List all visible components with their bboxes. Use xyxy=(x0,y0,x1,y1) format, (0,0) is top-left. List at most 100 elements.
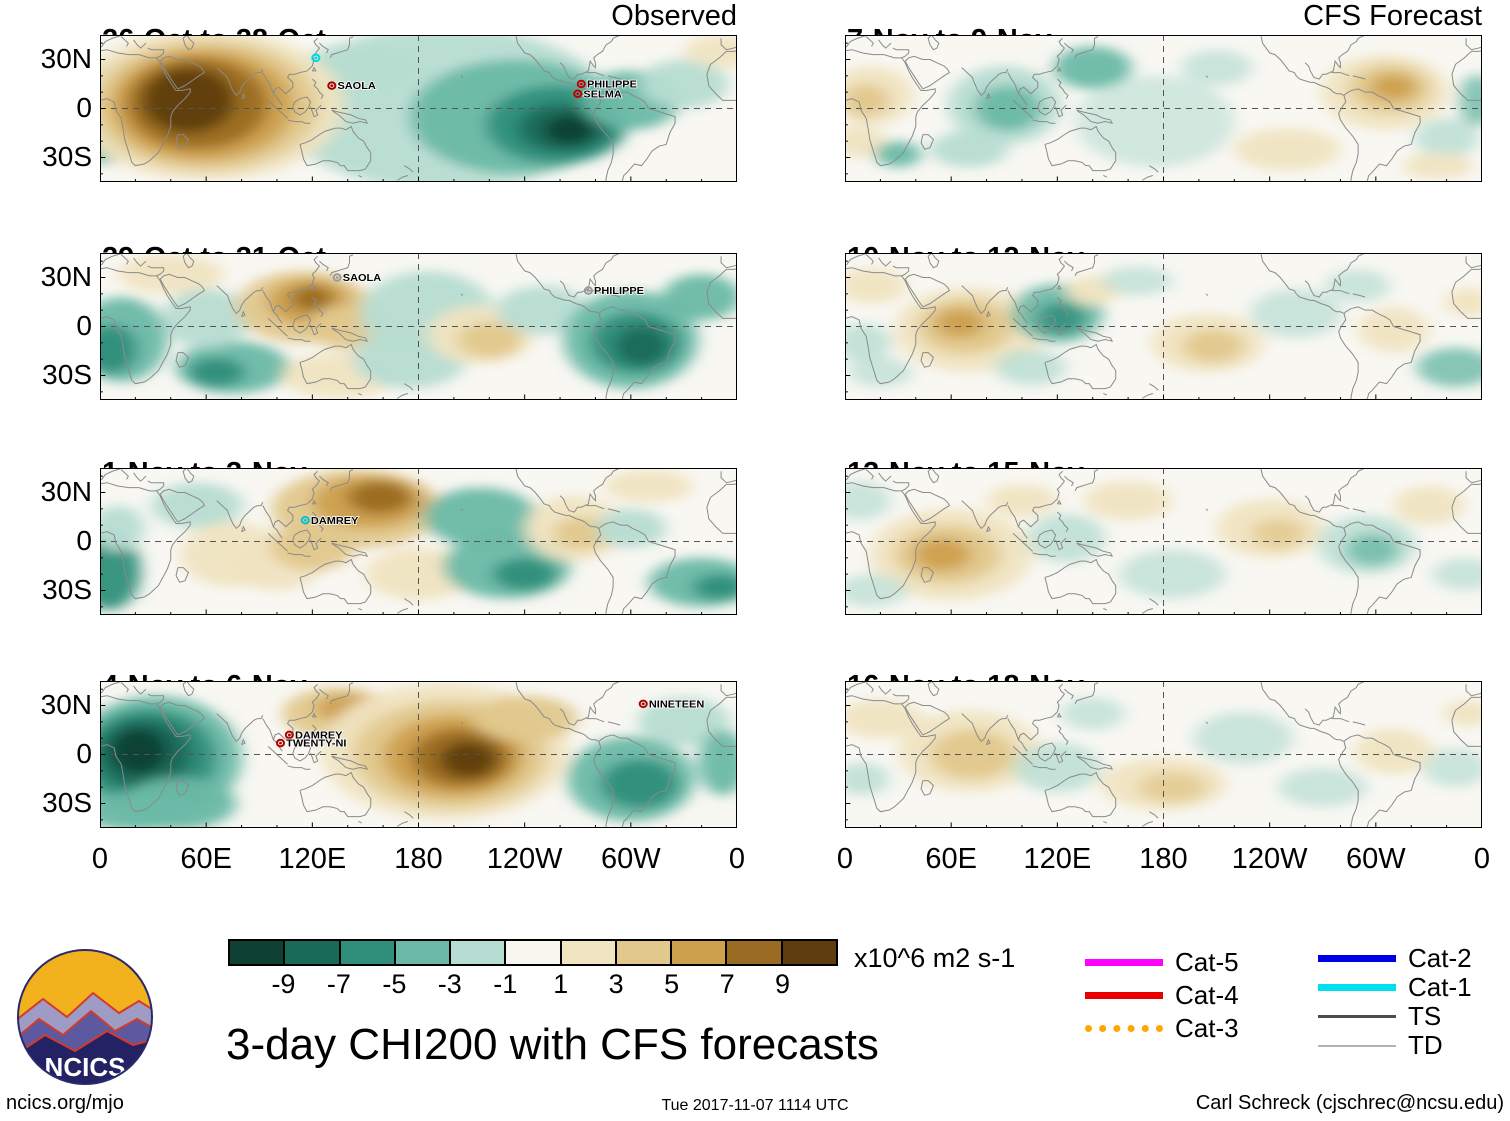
x-tick-label: 0 xyxy=(1473,843,1491,875)
coastlines xyxy=(845,468,1482,615)
colorbar-segment xyxy=(616,941,673,964)
map-canvas: SAOLA PHILIPPE SELMA xyxy=(100,35,737,182)
colorbar-tick-labels: -9 -7 -5 -3 -1 1 3 5 7 9 xyxy=(228,969,838,1001)
panel-forecast-3: 13-Nov to 15-Nov xyxy=(845,458,1482,615)
x-tick-label: 0 xyxy=(836,843,854,875)
panel-forecast-1: 7-Nov to 9-Nov CFS Forecast xyxy=(845,1,1482,182)
y-tick-label: 0 xyxy=(76,524,92,556)
y-tick-label: 0 xyxy=(76,309,92,341)
colorbar-segment xyxy=(340,941,396,964)
panel-observed-1: 26-Oct to 28-Oct Observed SAOLAPHILIPPES… xyxy=(100,1,737,182)
x-axis-labels-forecast: 0 60E 120E 180 120W 60W 0 xyxy=(837,843,1490,879)
x-tick-label: 60E xyxy=(180,843,232,875)
y-tick-label: 30N xyxy=(40,475,92,507)
map-canvas xyxy=(845,681,1482,828)
colorbar xyxy=(228,939,838,966)
x-tick-label: 60W xyxy=(601,843,661,875)
storm-marker xyxy=(312,55,319,62)
map-canvas xyxy=(845,253,1482,400)
colorbar-tick-label: -9 xyxy=(271,969,296,999)
panel-forecast-2: 10-Nov to 12-Nov xyxy=(845,243,1482,400)
anomaly-field xyxy=(845,266,1482,387)
footer-site: ncics.org/mjo xyxy=(6,1092,124,1114)
colorbar-tick-label: 3 xyxy=(608,969,624,999)
colorbar-tick-label: -7 xyxy=(326,969,351,999)
legend-item: Cat-4 xyxy=(1085,979,1239,1012)
x-tick-label: 120W xyxy=(1231,843,1308,875)
colorbar-tick-label: 9 xyxy=(775,969,791,999)
storm-label: NINETEEN xyxy=(649,699,704,711)
storm-marker: DAMREY xyxy=(302,514,359,528)
storm-marker: PHILIPPE xyxy=(578,78,638,91)
storm-label: DAMREY xyxy=(311,515,359,527)
x-tick-label: 180 xyxy=(1139,843,1188,875)
storm-label: SAOLA xyxy=(337,81,376,93)
colorbar-segment xyxy=(561,941,617,964)
storm-label: SELMA xyxy=(583,89,622,101)
anomaly-field xyxy=(845,46,1482,179)
legend-item: Cat-5 xyxy=(1085,946,1239,979)
storm-legend-col1: Cat-5 Cat-4 Cat-3 xyxy=(1085,946,1239,1045)
legend-label: Cat-5 xyxy=(1175,947,1239,977)
y-tick-label: 0 xyxy=(76,91,92,123)
legend-line xyxy=(1085,1025,1163,1032)
legend-line xyxy=(1318,1015,1396,1018)
ncics-logo: NCICS xyxy=(17,949,153,1085)
colorbar-tick-label: 5 xyxy=(664,969,680,999)
logo-ring xyxy=(17,949,153,1085)
legend-item: Cat-1 xyxy=(1318,972,1472,1002)
column-label-observed: Observed xyxy=(611,0,737,32)
x-tick-label: 120E xyxy=(278,843,347,875)
logo-text: NCICS xyxy=(45,1052,126,1082)
footer-timestamp: Tue 2017-11-07 1114 UTC xyxy=(661,1097,849,1114)
coastlines xyxy=(100,681,737,828)
x-tick-label: 0 xyxy=(728,843,746,875)
y-tick-label: 30S xyxy=(42,140,92,172)
anomaly-field xyxy=(100,35,737,182)
legend-line xyxy=(1318,955,1396,962)
figure-title: 3-day CHI200 with CFS forecasts xyxy=(226,1020,879,1069)
colorbar-segment xyxy=(285,941,341,964)
coastlines xyxy=(845,35,1482,182)
legend-line xyxy=(1085,992,1163,999)
colorbar-units: x10^6 m2 s-1 xyxy=(854,943,1016,973)
map-canvas xyxy=(845,35,1482,182)
storm-marker: SELMA xyxy=(574,88,623,101)
legend-label: Cat-2 xyxy=(1408,943,1472,973)
y-tick-label: 30N xyxy=(40,688,92,720)
storm-marker: DAMREY xyxy=(286,729,343,742)
colorbar-tick-label: -3 xyxy=(437,969,462,999)
storm-marker: PHILIPPE xyxy=(585,285,645,298)
storm-label: TWENTY-NI xyxy=(286,738,346,750)
legend-line xyxy=(1318,1044,1396,1047)
x-tick-label: 180 xyxy=(394,843,443,875)
storm-marker: SAOLA xyxy=(334,272,382,285)
footer-credit: Carl Schreck (cjschrec@ncsu.edu) xyxy=(1195,1092,1504,1114)
storm-legend-col2: Cat-2 Cat-1 TS TD xyxy=(1318,943,1472,1060)
map-svg xyxy=(845,468,1482,615)
map-svg: SAOLA PHILIPPE xyxy=(100,253,737,400)
colorbar-segment xyxy=(230,941,286,964)
x-tick-label: 60W xyxy=(1346,843,1406,875)
legend-item: TD xyxy=(1318,1030,1472,1060)
coastlines xyxy=(845,253,1482,400)
legend-item: Cat-2 xyxy=(1318,943,1472,973)
colorbar-tick-label: 7 xyxy=(719,969,735,999)
storm-label: PHILIPPE xyxy=(587,79,637,91)
y-tick-label: 30S xyxy=(42,573,92,605)
x-tick-label: 0 xyxy=(91,843,109,875)
coastlines xyxy=(100,253,737,400)
x-tick-label: 120E xyxy=(1023,843,1092,875)
colorbar-tick-label: 1 xyxy=(553,969,569,999)
map-canvas: DAMREY TWENTY-NI NINETEEN xyxy=(100,681,737,828)
legend-label: Cat-4 xyxy=(1175,980,1239,1010)
colorbar-segment xyxy=(451,941,507,964)
legend-item: Cat-3 xyxy=(1085,1012,1239,1045)
storm-label: PHILIPPE xyxy=(594,286,644,298)
anomaly-field xyxy=(100,469,737,611)
legend-line xyxy=(1085,959,1163,966)
